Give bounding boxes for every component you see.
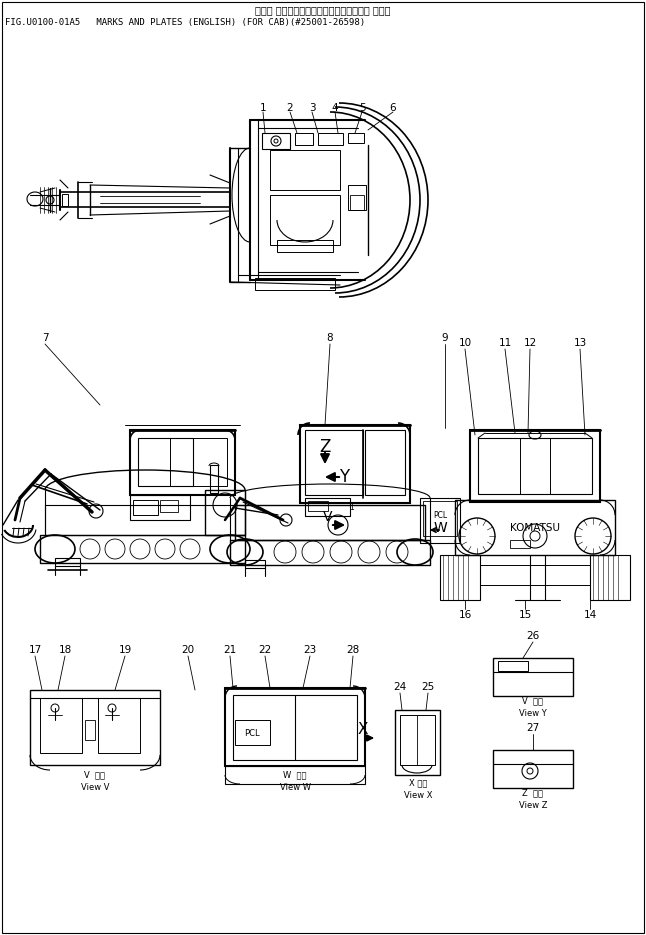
Bar — [210, 465, 218, 493]
Text: View X: View X — [404, 790, 432, 799]
Bar — [348, 185, 366, 210]
Text: 27: 27 — [526, 723, 539, 733]
Text: 15: 15 — [518, 610, 532, 620]
Bar — [160, 500, 178, 512]
Bar — [262, 133, 290, 149]
Bar — [40, 698, 82, 753]
Bar — [30, 690, 160, 765]
Bar — [40, 535, 245, 563]
Text: W  矢視: W 矢視 — [283, 770, 307, 780]
Text: 9: 9 — [442, 333, 448, 343]
Bar — [493, 750, 573, 788]
Text: 10: 10 — [459, 338, 472, 348]
Bar — [318, 133, 343, 145]
Bar — [205, 490, 245, 535]
Text: W: W — [433, 521, 447, 535]
Text: 2: 2 — [287, 103, 293, 113]
Bar — [85, 720, 95, 740]
Bar — [420, 498, 460, 543]
Bar — [130, 430, 235, 495]
Text: 12: 12 — [523, 338, 537, 348]
Bar — [98, 698, 140, 753]
Bar — [295, 133, 313, 145]
Text: X: X — [358, 723, 368, 738]
Text: 14: 14 — [583, 610, 597, 620]
Bar — [235, 720, 270, 745]
Text: V  矢視: V 矢視 — [523, 697, 543, 706]
Bar — [498, 661, 528, 671]
Text: 28: 28 — [346, 645, 360, 655]
Bar — [300, 425, 410, 503]
Text: PCL: PCL — [244, 728, 260, 738]
Bar — [305, 430, 363, 495]
Text: KOMATSU: KOMATSU — [510, 523, 560, 533]
Bar — [305, 498, 350, 516]
Text: 26: 26 — [526, 631, 539, 641]
Text: 21: 21 — [224, 645, 236, 655]
Text: 22: 22 — [258, 645, 271, 655]
Text: 6: 6 — [390, 103, 396, 113]
Text: 19: 19 — [118, 645, 132, 655]
Text: X 矢視: X 矢視 — [409, 779, 427, 787]
Bar — [235, 505, 425, 540]
Bar — [400, 715, 435, 765]
Bar — [225, 766, 365, 784]
Bar — [55, 558, 80, 566]
Text: 17: 17 — [28, 645, 41, 655]
Bar — [510, 540, 530, 548]
Bar — [348, 133, 364, 143]
Bar — [493, 658, 573, 696]
Text: 7: 7 — [42, 333, 48, 343]
Bar — [590, 555, 630, 600]
Text: Y: Y — [339, 468, 349, 486]
Text: Z  矢視: Z 矢視 — [523, 788, 543, 798]
Bar — [138, 438, 193, 486]
Text: 1: 1 — [349, 502, 355, 511]
Bar — [395, 710, 440, 775]
Text: 5: 5 — [359, 103, 365, 113]
Bar — [233, 695, 357, 760]
Bar — [365, 430, 405, 495]
Text: View Z: View Z — [519, 800, 547, 810]
Bar — [308, 501, 328, 511]
Bar — [440, 555, 480, 600]
Text: FIG.U0100-01A5   MARKS AND PLATES (ENGLISH) (FOR CAB)(#25001-26598): FIG.U0100-01A5 MARKS AND PLATES (ENGLISH… — [5, 19, 365, 27]
Bar — [350, 195, 364, 210]
Bar — [193, 438, 227, 486]
Bar — [423, 501, 457, 536]
Text: 4: 4 — [331, 103, 339, 113]
Text: 23: 23 — [304, 645, 317, 655]
Bar — [255, 278, 335, 290]
Text: V: V — [323, 510, 333, 524]
Bar — [133, 500, 158, 515]
Bar — [455, 500, 615, 555]
Bar — [245, 560, 265, 568]
Bar — [62, 194, 68, 206]
Text: 11: 11 — [498, 338, 512, 348]
Text: V  矢視: V 矢視 — [85, 770, 105, 780]
Text: 18: 18 — [58, 645, 72, 655]
Text: 25: 25 — [421, 682, 435, 692]
Text: PCL: PCL — [433, 511, 447, 520]
Bar — [130, 495, 190, 520]
Bar — [478, 438, 592, 494]
Text: View V: View V — [81, 783, 109, 792]
Text: 1: 1 — [260, 103, 266, 113]
Text: 20: 20 — [182, 645, 194, 655]
Text: View W: View W — [280, 783, 311, 792]
Bar — [470, 430, 600, 502]
Text: 13: 13 — [574, 338, 587, 348]
Text: 3: 3 — [309, 103, 315, 113]
Text: 16: 16 — [459, 610, 472, 620]
Bar — [270, 150, 340, 190]
Text: Z: Z — [319, 438, 331, 456]
Bar — [225, 688, 365, 766]
Text: 24: 24 — [393, 682, 406, 692]
Text: View Y: View Y — [519, 709, 547, 717]
Bar — [230, 540, 430, 565]
Bar — [270, 195, 340, 245]
Text: 8: 8 — [327, 333, 333, 343]
Text: マーク およびプレート（エイゴ）（キャブ ヨウ）: マーク およびプレート（エイゴ）（キャブ ヨウ） — [255, 5, 391, 15]
Bar — [277, 240, 333, 252]
